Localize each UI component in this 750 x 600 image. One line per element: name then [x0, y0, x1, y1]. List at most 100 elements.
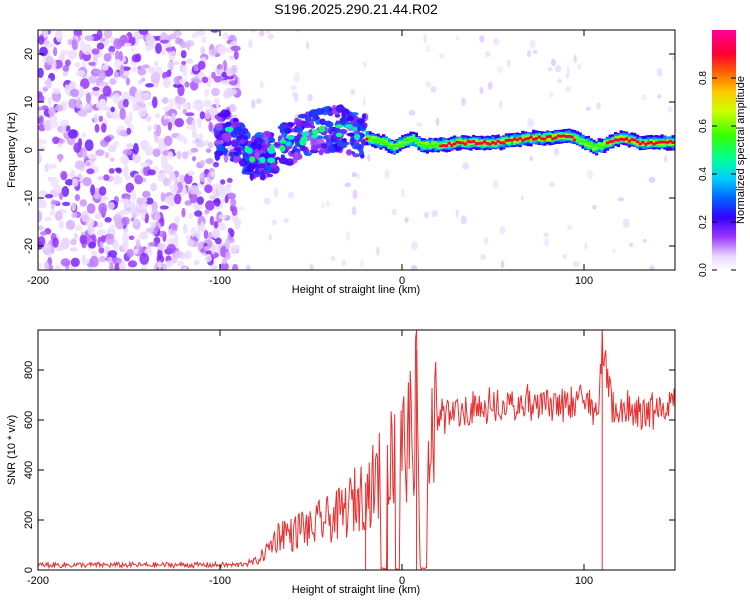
noise-blob	[196, 196, 204, 205]
faint-blob	[566, 225, 573, 230]
noise-blob	[92, 86, 100, 91]
faint-blob	[455, 36, 460, 41]
transition-blob	[360, 153, 365, 159]
noise-blob	[186, 58, 193, 64]
noise-blob	[98, 186, 107, 196]
faint-blob	[460, 215, 467, 225]
noise-blob	[45, 55, 54, 66]
ridge-cell	[466, 140, 470, 143]
noise-blob	[181, 151, 189, 160]
ridge-cell	[646, 141, 651, 145]
faint-blob	[330, 255, 336, 262]
noise-blob	[49, 209, 55, 216]
transition-blob	[313, 144, 322, 150]
bright-spot	[249, 156, 256, 163]
noise-blob	[182, 137, 188, 144]
noise-blob	[84, 35, 95, 41]
noise-blob	[61, 186, 70, 197]
noise-blob	[119, 129, 127, 137]
ridge-cell	[622, 135, 626, 141]
noise-blob	[203, 100, 212, 108]
noise-blob	[100, 197, 106, 203]
bright-spot	[300, 135, 308, 143]
noise-blob	[174, 177, 179, 186]
faint-blob	[307, 93, 313, 102]
faint-blob	[642, 238, 647, 243]
noise-blob	[50, 115, 58, 122]
ridge-cell	[668, 140, 672, 143]
noise-blob	[81, 132, 87, 138]
ridge-cell	[518, 136, 522, 140]
ridge-cell	[564, 135, 569, 138]
noise-blob	[138, 30, 149, 36]
ridge-cell	[630, 138, 634, 141]
colorbar-label: Normalized spectral amplitude	[735, 76, 747, 224]
faint-blob	[543, 238, 550, 247]
ridge-cell	[543, 137, 547, 141]
colorbar-tick-label: 0.4	[698, 167, 709, 181]
noise-blob	[81, 147, 88, 160]
noise-blob	[75, 97, 82, 109]
transition-blob	[325, 121, 334, 128]
faint-blob	[411, 241, 418, 251]
noise-blob	[145, 227, 155, 234]
noise-blob	[161, 263, 167, 270]
faint-blob	[410, 265, 418, 270]
faint-blob	[549, 181, 555, 188]
y-tick-label: 20	[23, 48, 35, 60]
noise-blob	[153, 212, 161, 221]
y-tick-label: 800	[23, 361, 35, 379]
faint-blob	[584, 242, 588, 250]
transition-blob	[334, 113, 341, 118]
ridge-cell	[425, 145, 429, 148]
ridge-cell	[638, 142, 642, 146]
noise-blob	[86, 168, 95, 175]
transition-blob	[242, 153, 249, 158]
ridge-cell	[444, 144, 449, 148]
transition-blob	[214, 140, 224, 145]
noise-blob	[94, 123, 100, 133]
noise-blob	[145, 115, 152, 122]
transition-blob	[335, 104, 344, 113]
noise-blob	[69, 247, 79, 252]
ridge-cell	[657, 140, 661, 144]
ridge-cell	[600, 142, 604, 148]
bright-spot	[335, 132, 343, 138]
noise-blob	[225, 239, 231, 250]
noise-blob	[177, 104, 182, 110]
transition-blob	[278, 157, 289, 165]
noise-blob	[38, 106, 44, 111]
bright-spot	[335, 124, 343, 129]
noise-blob	[132, 152, 139, 163]
faint-blob	[573, 260, 580, 268]
noise-blob	[44, 216, 53, 222]
noise-blob	[103, 245, 111, 251]
ridge-cell	[600, 145, 604, 149]
noise-blob	[104, 151, 110, 159]
ridge-cell	[624, 138, 629, 143]
noise-blob	[157, 260, 162, 270]
ridge-cell	[592, 145, 596, 151]
noise-blob	[101, 123, 107, 133]
noise-blob	[84, 103, 91, 111]
noise-blob	[147, 66, 155, 74]
noise-blob	[225, 75, 235, 80]
noise-blob	[194, 210, 203, 217]
noise-blob	[208, 48, 217, 57]
transition-blob	[352, 153, 360, 158]
noise-blob	[174, 193, 182, 205]
transition-blob	[233, 126, 244, 134]
faint-blob	[287, 191, 294, 199]
ridge-cell	[619, 137, 623, 141]
noise-blob	[147, 169, 156, 176]
noise-blob	[89, 255, 99, 268]
faint-blob	[617, 197, 625, 202]
noise-blob	[84, 139, 94, 152]
faint-blob	[344, 182, 351, 188]
ridge-cell	[371, 138, 375, 142]
ridge-cell	[652, 139, 656, 145]
x-tick-label: -200	[27, 575, 49, 587]
noise-blob	[128, 235, 135, 241]
noise-blob	[105, 233, 115, 245]
transition-blob	[262, 144, 268, 153]
